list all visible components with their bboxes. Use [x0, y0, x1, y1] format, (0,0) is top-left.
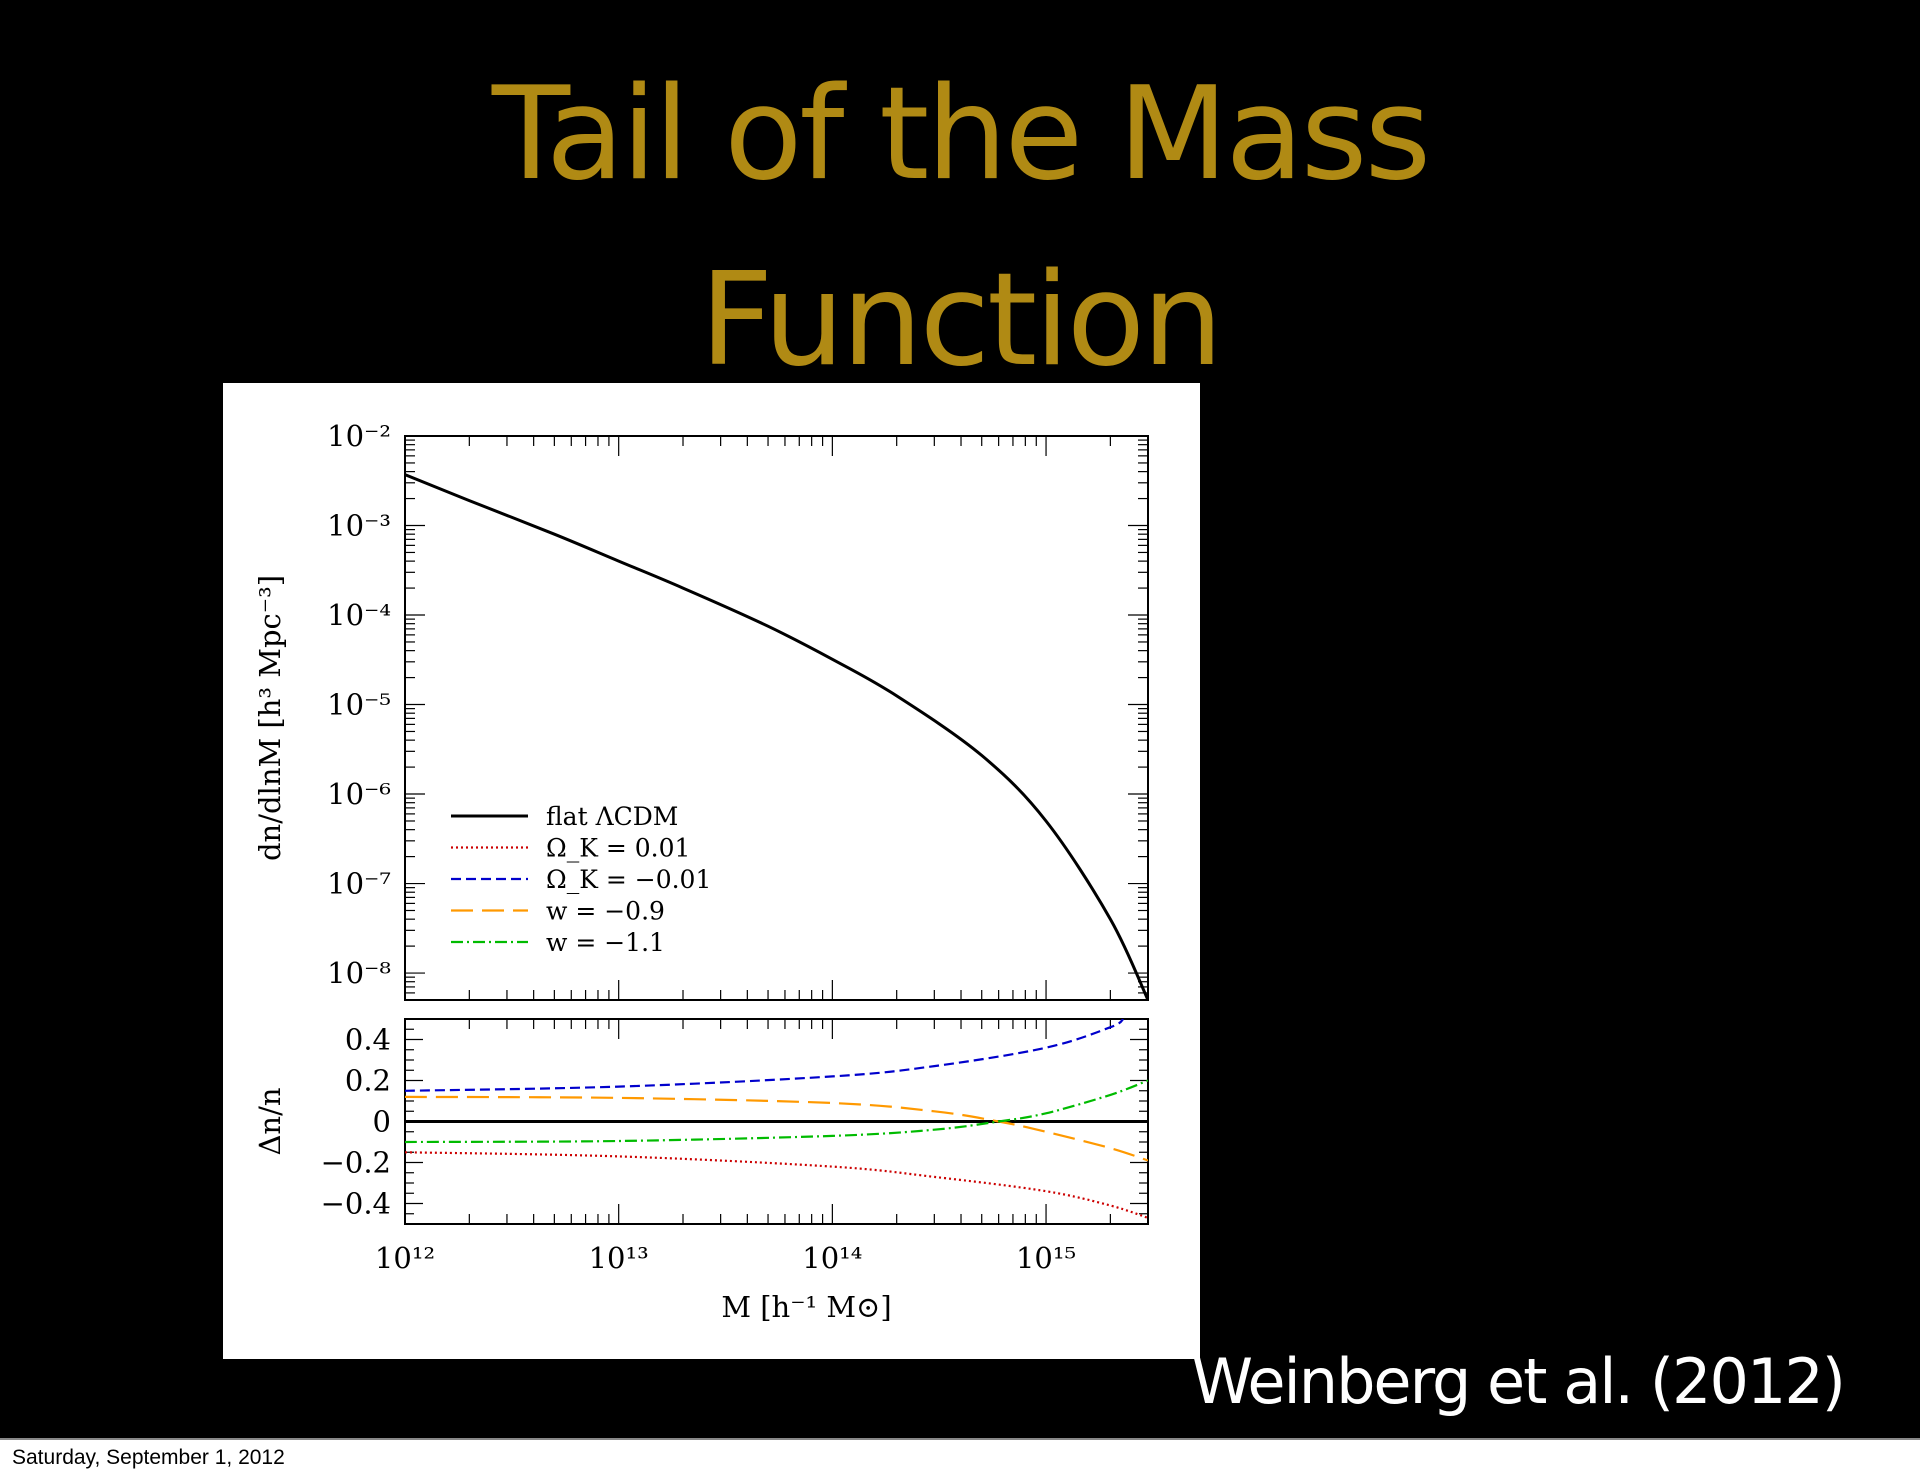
- citation: Weinberg et al. (2012): [1191, 1345, 1846, 1418]
- series-line-2: [405, 1019, 1125, 1092]
- x-tick-label: 10¹²: [375, 1241, 435, 1275]
- chart-figure: 10⁻² 10⁻³ 10⁻⁴ 10⁻⁵ 10⁻⁶ 10⁻⁷ 10⁻⁸ 0.4 0.2 0 −0.2 −…: [223, 383, 1200, 1359]
- y-tick-label: 10⁻⁵: [327, 688, 391, 722]
- x-axis-label: M [h⁻¹ M⊙]: [721, 1290, 891, 1324]
- legend-label: w = −1.1: [546, 928, 665, 957]
- footer-date: Saturday, September 1, 2012: [12, 1446, 285, 1469]
- y-tick-label: 10⁻⁶: [327, 777, 391, 811]
- series-line-3: [405, 1095, 1148, 1162]
- y-axis-label-bottom: Δn/n: [253, 1087, 287, 1155]
- legend-label: Ω_K = 0.01: [546, 834, 690, 863]
- y-tick-label: 10⁻³: [327, 509, 391, 543]
- legend-label: flat ΛCDM: [546, 802, 678, 831]
- y-tick-label: −0.2: [321, 1146, 391, 1180]
- slide: Tail of the Mass Function 10⁻² 10⁻³ 10⁻⁴ 10…: [0, 0, 1920, 1440]
- legend: flat ΛCDM Ω_K = 0.01Ω_K = −0.01 w = −0.9w …: [451, 802, 711, 957]
- slide-title-line-2: Function: [699, 246, 1223, 395]
- slide-title: Tail of the Mass Function: [0, 42, 1920, 414]
- chart-svg: 10⁻² 10⁻³ 10⁻⁴ 10⁻⁵ 10⁻⁶ 10⁻⁷ 10⁻⁸ 0.4 0.2 0 −0.2 −…: [253, 419, 1149, 1324]
- y-tick-label: 10⁻⁷: [327, 867, 391, 901]
- y-tick-label: −0.4: [321, 1187, 391, 1221]
- series-line-1: [405, 1151, 1148, 1219]
- legend-label: w = −0.9: [546, 897, 665, 926]
- y-tick-label: 0.4: [345, 1023, 391, 1057]
- y-tick-label: 0: [373, 1105, 391, 1139]
- slide-title-line-1: Tail of the Mass: [491, 60, 1431, 209]
- y-tick-label: 10⁻²: [327, 419, 391, 453]
- legend-label: Ω_K = −0.01: [546, 865, 711, 894]
- y-tick-label: 10⁻⁸: [327, 956, 391, 990]
- y-tick-label: 0.2: [345, 1064, 391, 1098]
- x-tick-label: 10¹⁴: [802, 1241, 862, 1275]
- x-tick-label: 10¹⁵: [1016, 1241, 1076, 1275]
- series-line-flat-lcdm: [405, 473, 1148, 1000]
- y-axis-label-top: dn/dlnM [h³ Mpc⁻³]: [253, 575, 287, 861]
- y-tick-label: 10⁻⁴: [327, 598, 391, 632]
- x-tick-label: 10¹³: [589, 1241, 649, 1275]
